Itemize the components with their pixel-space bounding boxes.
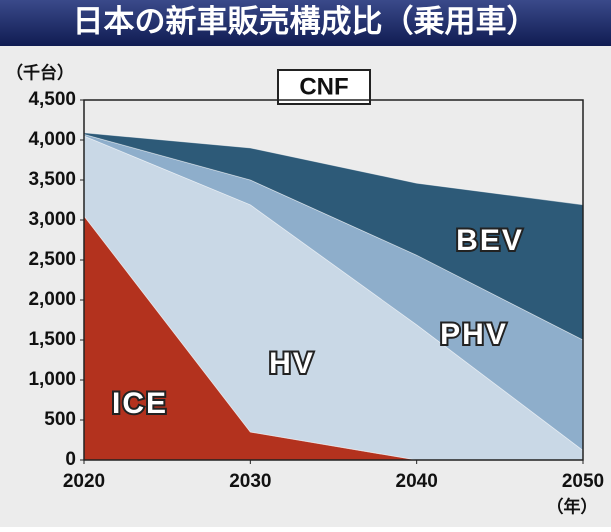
y-tick-label: 2,000 [28,289,76,310]
x-tick-label: 2020 [63,471,105,492]
y-tick-label: 2,500 [28,249,76,270]
y-tick-label: 0 [65,449,76,470]
y-axis-label: （千台） [6,62,74,82]
series-label: BEV [456,224,524,257]
y-tick-label: 1,500 [28,329,76,350]
series-label: PHV [440,318,508,351]
x-axis-label: （年） [547,496,598,516]
chart-title: 日本の新車販売構成比（乗用車） [73,4,538,39]
y-tick-label: 3,500 [28,169,76,190]
x-tick-label: 2050 [562,471,604,492]
y-tick-label: 4,000 [28,129,76,150]
y-tick-label: 4,500 [28,89,76,110]
series-label: HV [269,347,315,380]
annotation: CNF [299,73,348,100]
y-tick-label: 3,000 [28,209,76,230]
plot-frame [83,99,584,461]
title-bar [0,0,611,46]
x-tick-label: 2030 [229,471,271,492]
y-tick-label: 1,000 [28,369,76,390]
y-tick-label: 500 [44,409,76,430]
annotation-box [277,69,371,105]
x-tick-label: 2040 [396,471,438,492]
series-label: ICE [112,387,168,420]
